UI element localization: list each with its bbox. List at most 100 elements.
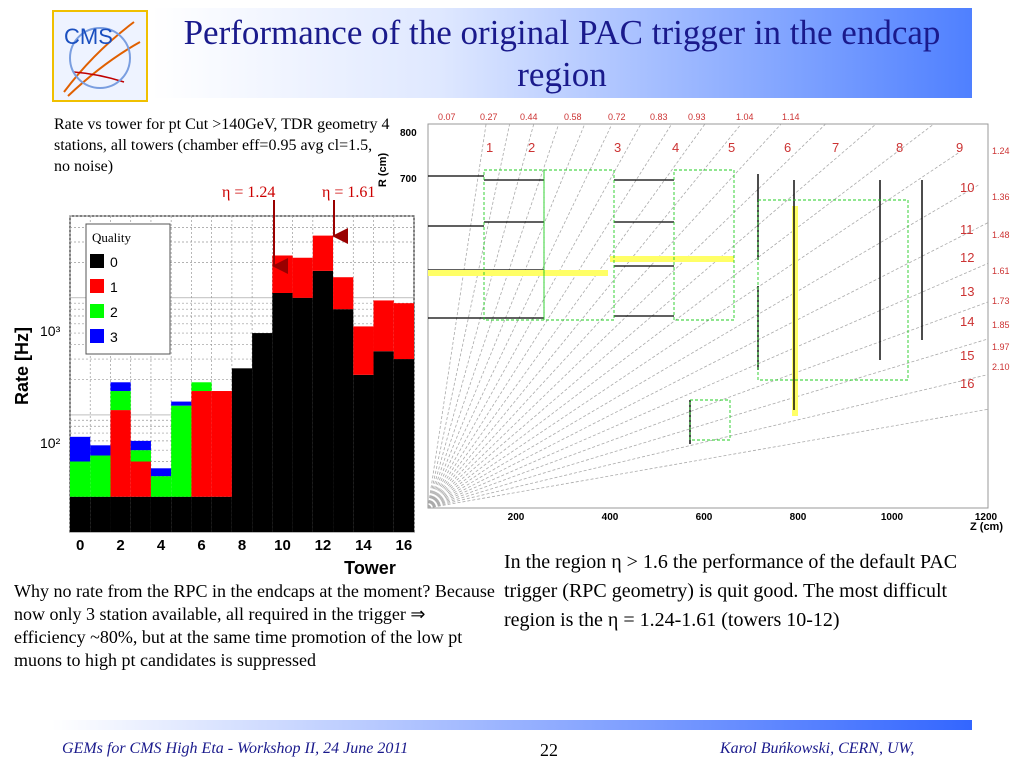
highlight-chamber xyxy=(792,206,798,416)
right-eta-label: 1.24 xyxy=(992,146,1010,156)
bar-tower-0-q2 xyxy=(70,461,91,497)
bar-tower-4-q2 xyxy=(150,476,172,497)
bar-tower-11-q0 xyxy=(292,297,313,532)
diagram-x-label: Z (cm) xyxy=(970,521,1003,533)
bar-tower-9-q0 xyxy=(252,333,273,532)
left-explanation: Why no rate from the RPC in the endcaps … xyxy=(14,581,495,670)
x-tick-label: 10 xyxy=(274,537,291,554)
top-tower-label: 9 xyxy=(956,140,963,155)
bar-tower-4-q0 xyxy=(150,496,172,532)
eta-ray xyxy=(428,301,988,508)
bar-tower-11-q1 xyxy=(292,257,313,298)
diagram-x-tick: 400 xyxy=(602,512,619,523)
footer-author: Karol Buńkowski, CERN, UW, xyxy=(720,740,915,757)
legend-title: Quality xyxy=(92,230,131,245)
bar-tower-5-q2 xyxy=(171,405,192,497)
top-tower-label: 2 xyxy=(528,140,535,155)
bar-tower-1-q3 xyxy=(90,445,111,456)
logo-text: CMS xyxy=(64,24,113,49)
legend-label-2: 2 xyxy=(110,304,118,320)
bar-tower-2-q3 xyxy=(110,382,131,392)
bar-tower-12-q0 xyxy=(312,270,334,532)
right-eta-label: 1.85 xyxy=(992,320,1010,330)
top-eta-label: 0.93 xyxy=(688,112,706,122)
x-tick-label: 4 xyxy=(157,537,166,554)
eta-ray xyxy=(428,124,673,508)
bar-tower-5-q0 xyxy=(171,496,192,532)
bar-tower-15-q1 xyxy=(373,300,394,352)
top-eta-label: 0.07 xyxy=(438,112,456,122)
bar-tower-6-q1 xyxy=(191,391,212,497)
bar-tower-13-q1 xyxy=(333,277,354,310)
station-box xyxy=(689,399,731,441)
bar-tower-10-q1 xyxy=(272,255,293,293)
bar-tower-7-q1 xyxy=(211,391,232,497)
right-eta-label: 1.73 xyxy=(992,296,1010,306)
diagram-x-tick: 200 xyxy=(508,512,525,523)
legend-label-3: 3 xyxy=(110,329,118,345)
eta-ray xyxy=(428,262,988,508)
bar-tower-8-q0 xyxy=(231,368,253,532)
eta-ray xyxy=(428,124,613,508)
right-explanation: In the region η > 1.6 the performance of… xyxy=(504,551,958,631)
footer-line xyxy=(52,720,972,730)
right-eta-label: 1.61 xyxy=(992,266,1010,276)
x-tick-label: 0 xyxy=(76,537,84,554)
highlight-chamber xyxy=(610,256,734,262)
x-tick-label: 12 xyxy=(315,537,332,554)
top-eta-label: 0.83 xyxy=(650,112,668,122)
right-eta-label: 1.36 xyxy=(992,192,1010,202)
bar-tower-2-q0 xyxy=(110,496,131,532)
legend-swatch-2 xyxy=(90,304,104,318)
legend-swatch-0 xyxy=(90,254,104,268)
right-tower-label: 11 xyxy=(960,222,974,237)
top-tower-label: 6 xyxy=(784,140,791,155)
top-tower-label: 8 xyxy=(896,140,903,155)
top-tower-label: 5 xyxy=(728,140,735,155)
right-tower-label: 16 xyxy=(960,376,974,391)
x-tick-label: 16 xyxy=(396,537,413,554)
top-tower-label: 1 xyxy=(486,140,493,155)
top-eta-label: 0.58 xyxy=(564,112,582,122)
bar-tower-14-q1 xyxy=(353,326,374,375)
diagram-x-tick: 600 xyxy=(696,512,713,523)
diagram-x-tick: 800 xyxy=(790,512,807,523)
legend-label-1: 1 xyxy=(110,279,118,295)
bar-tower-2-q1 xyxy=(110,410,131,497)
right-tower-label: 10 xyxy=(960,180,974,195)
bar-tower-6-q2 xyxy=(191,382,212,392)
eta-label-2: η = 1.61 xyxy=(322,184,376,201)
eta-ray xyxy=(428,374,988,508)
y-tick-100: 10² xyxy=(40,435,61,451)
bar-tower-10-q0 xyxy=(272,292,293,532)
top-eta-label: 1.04 xyxy=(736,112,754,122)
footer-event: GEMs for CMS High Eta - Workshop II, 24 … xyxy=(62,740,409,757)
top-tower-label: 4 xyxy=(672,140,679,155)
x-tick-label: 14 xyxy=(355,537,372,554)
bar-tower-3-q2 xyxy=(130,450,151,462)
bar-tower-2-q2 xyxy=(110,391,131,411)
diagram-area xyxy=(427,123,989,509)
bar-tower-3-q3 xyxy=(130,440,151,451)
eta-ray xyxy=(428,124,487,508)
top-eta-label: 0.27 xyxy=(480,112,498,122)
right-eta-label: 2.10 xyxy=(992,362,1010,372)
rate-histogram: 0 2 4 6 8 10 12 14 16 Quality 0 1 2 3 Rate [Hz] … xyxy=(12,200,415,578)
right-tower-label: 13 xyxy=(960,284,974,299)
diagram-x-tick: 1000 xyxy=(881,512,904,523)
bar-tower-3-q0 xyxy=(130,496,151,532)
bar-tower-14-q0 xyxy=(353,374,374,532)
eta-ray xyxy=(428,338,988,508)
legend-swatch-3 xyxy=(90,329,104,343)
bar-tower-1-q2 xyxy=(90,455,111,497)
top-eta-label: 1.14 xyxy=(782,112,800,122)
cms-logo: CMS xyxy=(52,10,148,102)
page-number: 22 xyxy=(540,740,558,760)
legend-swatch-1 xyxy=(90,279,104,293)
top-eta-label: 0.44 xyxy=(520,112,538,122)
right-tower-label: 12 xyxy=(960,250,974,265)
y-axis-label: Rate [Hz] xyxy=(12,327,32,405)
eta-label-1: η = 1.24 xyxy=(222,184,276,201)
eta-ray xyxy=(428,183,981,508)
eta-ray xyxy=(428,151,961,508)
